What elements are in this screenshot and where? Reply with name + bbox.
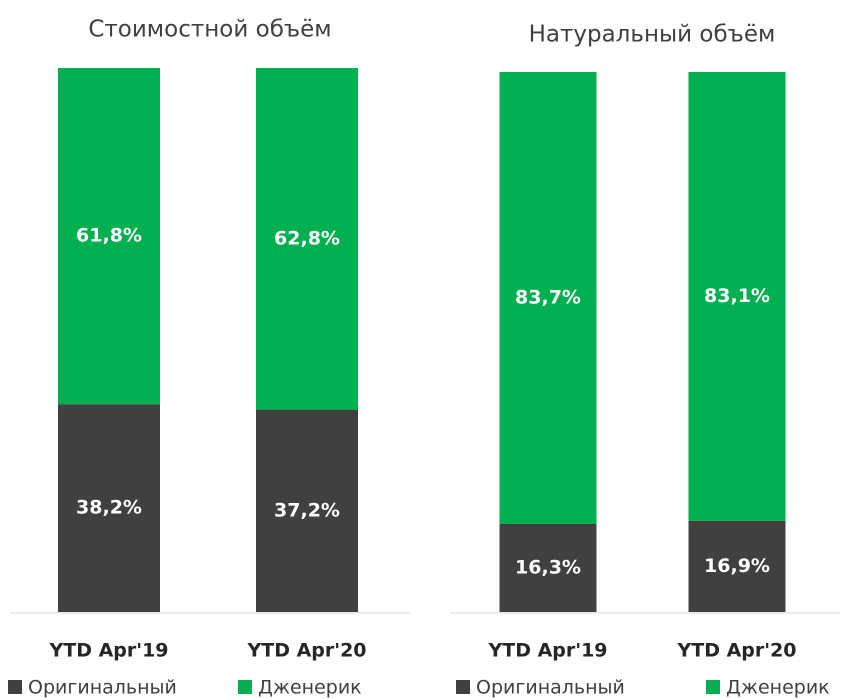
legend-label: Оригинальный: [476, 677, 625, 699]
data-label: 37,2%: [274, 499, 340, 521]
legend-label: Дженерик: [258, 677, 362, 699]
x-tick-label: YTD Apr'20: [246, 640, 366, 662]
bar-segment: [256, 409, 358, 612]
bar-segment: [58, 68, 160, 405]
data-label: 16,9%: [704, 555, 770, 577]
legend-swatch: [8, 680, 22, 694]
legend-swatch: [456, 680, 470, 694]
data-label: 38,2%: [76, 497, 142, 519]
data-label: 62,8%: [274, 227, 340, 249]
x-tick-label: YTD Apr'19: [487, 640, 607, 662]
legend-swatch: [238, 680, 252, 694]
data-label: 83,1%: [704, 285, 770, 307]
chart-title: Стоимостной объём: [88, 17, 331, 43]
legend-label: Дженерик: [726, 677, 830, 699]
bar-segment: [499, 72, 597, 524]
data-label: 83,7%: [515, 286, 581, 308]
bar-segment: [58, 404, 160, 612]
bar-segment: [256, 68, 358, 410]
legend-label: Оригинальный: [28, 677, 177, 699]
data-label: 61,8%: [76, 225, 142, 247]
bar-segment: [688, 72, 786, 521]
x-tick-label: YTD Apr'20: [676, 640, 796, 662]
bar-segment: [499, 523, 597, 612]
bar-segment: [688, 520, 786, 612]
x-tick-label: YTD Apr'19: [48, 640, 168, 662]
legend-swatch: [706, 680, 720, 694]
chart-title: Натуральный объём: [529, 22, 776, 48]
data-label: 16,3%: [515, 556, 581, 578]
